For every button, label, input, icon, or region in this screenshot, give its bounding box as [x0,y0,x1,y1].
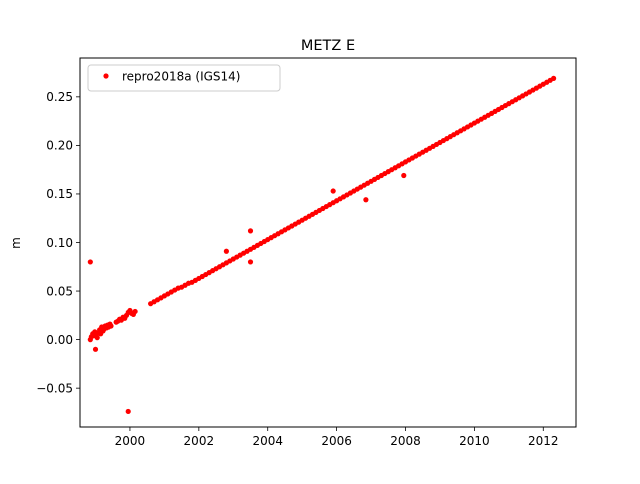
legend-box [87,64,281,92]
data-point [247,228,254,234]
data-point [551,75,557,81]
data-point [132,308,138,315]
legend: repro2018a (IGS14) [87,64,281,92]
data-point [330,188,336,194]
x-tick-label: 2008 [390,434,421,448]
x-tick-label: 2006 [321,434,352,448]
x-axis: 2000 2002 2004 2006 2008 2010 2012 [115,427,559,448]
data-point [94,335,100,341]
data-point [125,408,131,415]
y-tick-label: 0.00 [46,333,73,347]
y-tick-label: 0.15 [46,187,73,201]
y-axis: −0.05 0.00 0.05 0.10 0.15 0.20 0.25 [36,90,80,395]
x-tick-label: 2010 [459,434,490,448]
plot-area [87,75,557,415]
y-tick-label: 0.25 [46,90,73,104]
data-point [92,346,99,352]
y-tick-label: 0.05 [46,284,73,298]
x-tick-label: 2012 [528,434,559,448]
x-tick-label: 2000 [115,434,146,448]
y-tick-label: 0.20 [46,139,73,153]
axes-frame [79,57,577,428]
x-tick-label: 2002 [184,434,215,448]
y-axis-label: m [9,237,23,249]
data-point [223,248,229,254]
chart-title: METZ E [301,38,355,54]
legend-marker [103,73,109,79]
data-point [87,259,93,265]
data-point [363,197,369,203]
x-tick-label: 2004 [252,434,283,448]
legend-label: repro2018a (IGS14) [122,70,240,84]
data-point [108,323,114,329]
data-point [401,172,407,179]
data-point [247,259,254,265]
y-tick-label: −0.05 [36,381,73,395]
y-tick-label: 0.10 [46,236,73,250]
